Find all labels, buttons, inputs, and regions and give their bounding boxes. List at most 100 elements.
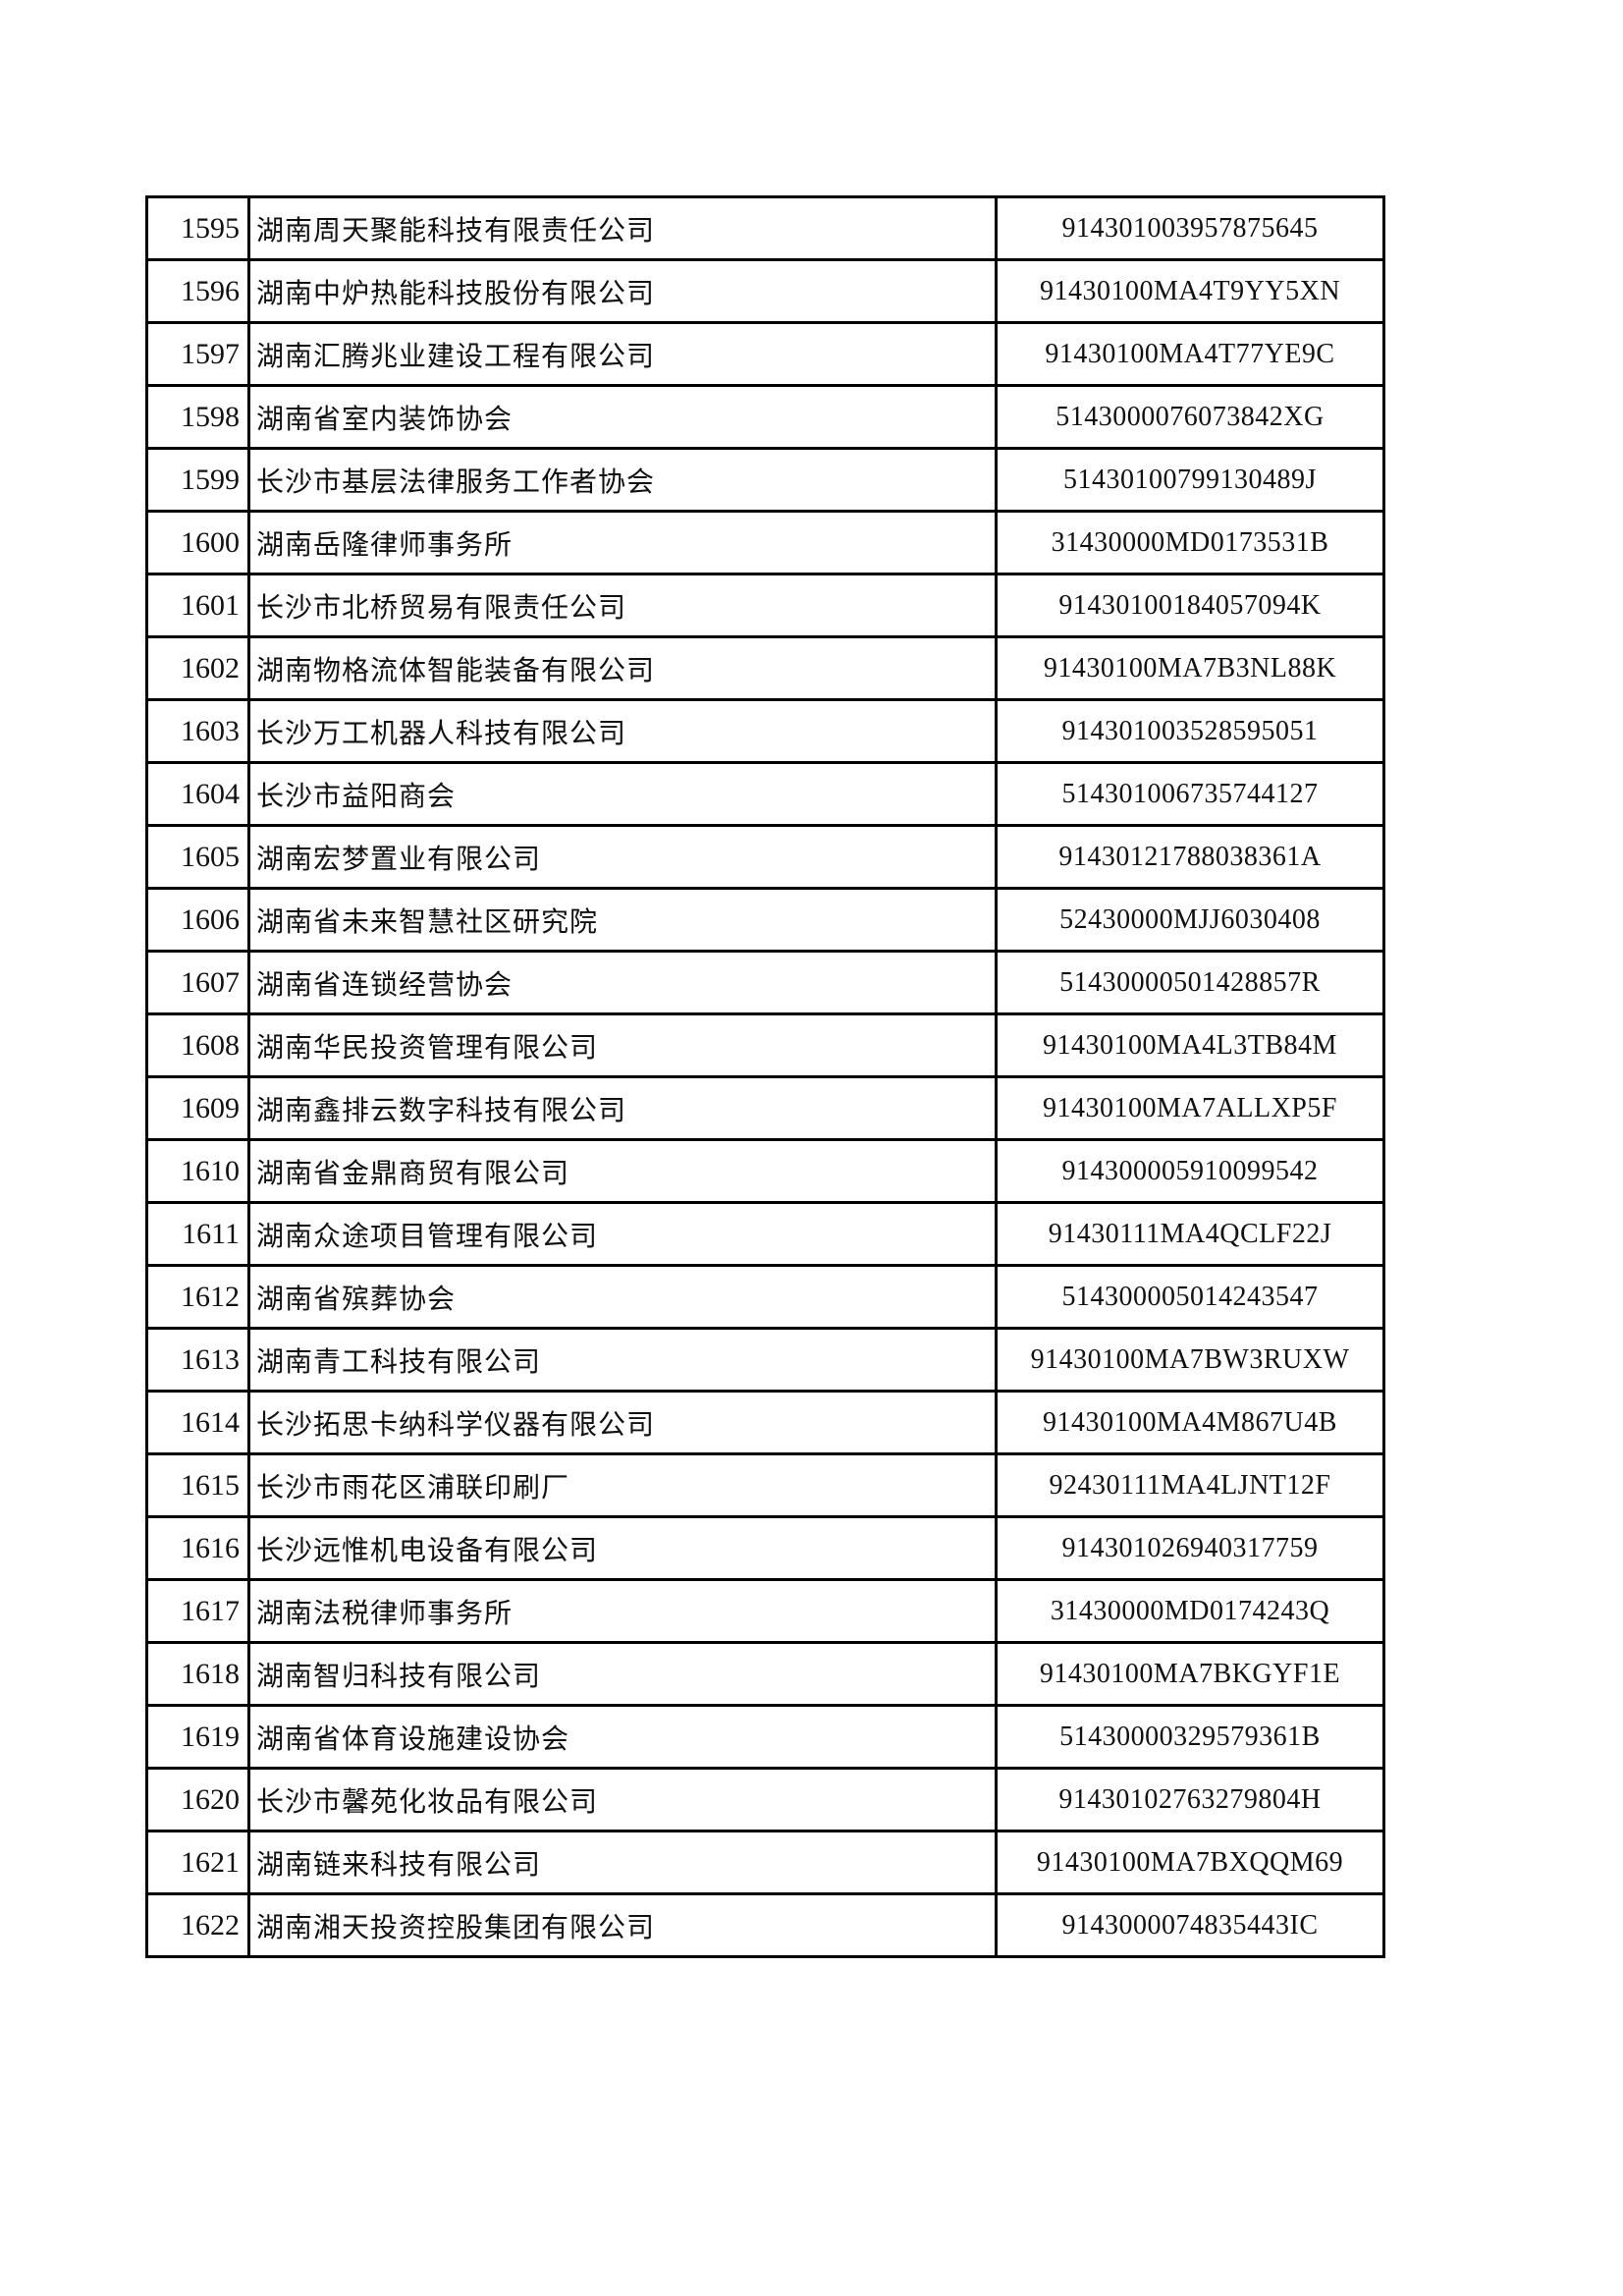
row-number: 1614 [145, 1390, 250, 1455]
row-number: 1598 [145, 384, 250, 450]
table-row: 1606 湖南省未来智慧社区研究院 52430000MJJ6030408 [145, 887, 1385, 953]
organization-name: 湖南链来科技有限公司 [247, 1830, 998, 1895]
row-number: 1599 [145, 447, 250, 513]
row-number: 1596 [145, 258, 250, 324]
credit-code: 51430000501428857R [995, 950, 1385, 1015]
organization-name: 长沙远惟机电设备有限公司 [247, 1515, 998, 1581]
organization-name: 湖南湘天投资控股集团有限公司 [247, 1892, 998, 1958]
organization-name: 长沙市基层法律服务工作者协会 [247, 447, 998, 513]
table-row: 1615 长沙市雨花区浦联印刷厂 92430111MA4LJNT12F [145, 1452, 1385, 1518]
credit-code: 31430000MD0173531B [995, 510, 1385, 575]
credit-code: 91430100MA7BW3RUXW [995, 1327, 1385, 1393]
organization-registry-table: 1595 湖南周天聚能科技有限责任公司 914301003957875645 1596… [145, 195, 1385, 1958]
credit-code: 91430100MA7B3NL88K [995, 635, 1385, 701]
credit-code: 91430100MA4L3TB84M [995, 1012, 1385, 1078]
organization-name: 湖南众途项目管理有限公司 [247, 1201, 998, 1267]
credit-code: 91430111MA4QCLF22J [995, 1201, 1385, 1267]
table-row: 1596 湖南中炉热能科技股份有限公司 91430100MA4T9YY5XN [145, 258, 1385, 324]
row-number: 1609 [145, 1075, 250, 1141]
row-number: 1600 [145, 510, 250, 575]
table-row: 1607 湖南省连锁经营协会 51430000501428857R [145, 950, 1385, 1015]
row-number: 1606 [145, 887, 250, 953]
table-row: 1595 湖南周天聚能科技有限责任公司 914301003957875645 [145, 195, 1385, 261]
table-row: 1600 湖南岳隆律师事务所 31430000MD0173531B [145, 510, 1385, 575]
organization-name: 湖南华民投资管理有限公司 [247, 1012, 998, 1078]
credit-code: 514301006735744127 [995, 761, 1385, 827]
organization-name: 湖南周天聚能科技有限责任公司 [247, 195, 998, 261]
table-row: 1614 长沙拓思卡纳科学仪器有限公司 91430100MA4M867U4B [145, 1390, 1385, 1455]
credit-code: 914300005910099542 [995, 1138, 1385, 1204]
credit-code: 914301003528595051 [995, 698, 1385, 764]
credit-code: 91430102763279804H [995, 1767, 1385, 1832]
organization-name: 长沙市雨花区浦联印刷厂 [247, 1452, 998, 1518]
organization-name: 湖南省连锁经营协会 [247, 950, 998, 1015]
table-row: 1611 湖南众途项目管理有限公司 91430111MA4QCLF22J [145, 1201, 1385, 1267]
table-row: 1602 湖南物格流体智能装备有限公司 91430100MA7B3NL88K [145, 635, 1385, 701]
organization-name: 长沙市益阳商会 [247, 761, 998, 827]
credit-code: 91430100MA7BKGYF1E [995, 1641, 1385, 1707]
organization-name: 长沙拓思卡纳科学仪器有限公司 [247, 1390, 998, 1455]
credit-code: 91430100MA4T9YY5XN [995, 258, 1385, 324]
organization-name: 湖南法税律师事务所 [247, 1578, 998, 1644]
organization-name: 长沙市北桥贸易有限责任公司 [247, 573, 998, 638]
table-row: 1608 湖南华民投资管理有限公司 91430100MA4L3TB84M [145, 1012, 1385, 1078]
credit-code: 91430100MA7BXQQM69 [995, 1830, 1385, 1895]
table-row: 1609 湖南鑫排云数字科技有限公司 91430100MA7ALLXP5F [145, 1075, 1385, 1141]
credit-code: 91430100MA7ALLXP5F [995, 1075, 1385, 1141]
table-row: 1597 湖南汇腾兆业建设工程有限公司 91430100MA4T77YE9C [145, 321, 1385, 387]
table-row: 1603 长沙万工机器人科技有限公司 914301003528595051 [145, 698, 1385, 764]
table-row: 1612 湖南省殡葬协会 514300005014243547 [145, 1264, 1385, 1330]
organization-name: 长沙市馨苑化妆品有限公司 [247, 1767, 998, 1832]
organization-name: 湖南岳隆律师事务所 [247, 510, 998, 575]
row-number: 1612 [145, 1264, 250, 1330]
credit-code: 51430100799130489J [995, 447, 1385, 513]
organization-name: 湖南鑫排云数字科技有限公司 [247, 1075, 998, 1141]
credit-code: 92430111MA4LJNT12F [995, 1452, 1385, 1518]
row-number: 1601 [145, 573, 250, 638]
credit-code: 91430100MA4T77YE9C [995, 321, 1385, 387]
row-number: 1602 [145, 635, 250, 701]
organization-name: 湖南省未来智慧社区研究院 [247, 887, 998, 953]
table-row: 1617 湖南法税律师事务所 31430000MD0174243Q [145, 1578, 1385, 1644]
table-row: 1619 湖南省体育设施建设协会 51430000329579361B [145, 1704, 1385, 1770]
row-number: 1604 [145, 761, 250, 827]
credit-code: 51430000329579361B [995, 1704, 1385, 1770]
table-row: 1613 湖南青工科技有限公司 91430100MA7BW3RUXW [145, 1327, 1385, 1393]
credit-code: 52430000MJJ6030408 [995, 887, 1385, 953]
credit-code: 91430100184057094K [995, 573, 1385, 638]
row-number: 1622 [145, 1892, 250, 1958]
credit-code: 91430100MA4M867U4B [995, 1390, 1385, 1455]
organization-name: 湖南省室内装饰协会 [247, 384, 998, 450]
table-row: 1599 长沙市基层法律服务工作者协会 51430100799130489J [145, 447, 1385, 513]
organization-name: 湖南省金鼎商贸有限公司 [247, 1138, 998, 1204]
row-number: 1597 [145, 321, 250, 387]
table-body: 1595 湖南周天聚能科技有限责任公司 914301003957875645 1596… [145, 195, 1385, 1958]
row-number: 1595 [145, 195, 250, 261]
table-row: 1601 长沙市北桥贸易有限责任公司 91430100184057094K [145, 573, 1385, 638]
table-row: 1622 湖南湘天投资控股集团有限公司 9143000074835443IC [145, 1892, 1385, 1958]
table-row: 1621 湖南链来科技有限公司 91430100MA7BXQQM69 [145, 1830, 1385, 1895]
row-number: 1613 [145, 1327, 250, 1393]
organization-name: 湖南青工科技有限公司 [247, 1327, 998, 1393]
table-row: 1605 湖南宏梦置业有限公司 91430121788038361A [145, 824, 1385, 890]
row-number: 1621 [145, 1830, 250, 1895]
credit-code: 91430121788038361A [995, 824, 1385, 890]
organization-name: 湖南智归科技有限公司 [247, 1641, 998, 1707]
row-number: 1616 [145, 1515, 250, 1581]
credit-code: 31430000MD0174243Q [995, 1578, 1385, 1644]
organization-name: 湖南物格流体智能装备有限公司 [247, 635, 998, 701]
credit-code: 914301003957875645 [995, 195, 1385, 261]
row-number: 1603 [145, 698, 250, 764]
table-row: 1616 长沙远惟机电设备有限公司 914301026940317759 [145, 1515, 1385, 1581]
row-number: 1617 [145, 1578, 250, 1644]
table-row: 1598 湖南省室内装饰协会 5143000076073842XG [145, 384, 1385, 450]
row-number: 1605 [145, 824, 250, 890]
table-row: 1618 湖南智归科技有限公司 91430100MA7BKGYF1E [145, 1641, 1385, 1707]
credit-code: 914301026940317759 [995, 1515, 1385, 1581]
row-number: 1615 [145, 1452, 250, 1518]
row-number: 1619 [145, 1704, 250, 1770]
row-number: 1608 [145, 1012, 250, 1078]
credit-code: 514300005014243547 [995, 1264, 1385, 1330]
organization-name: 湖南中炉热能科技股份有限公司 [247, 258, 998, 324]
row-number: 1610 [145, 1138, 250, 1204]
